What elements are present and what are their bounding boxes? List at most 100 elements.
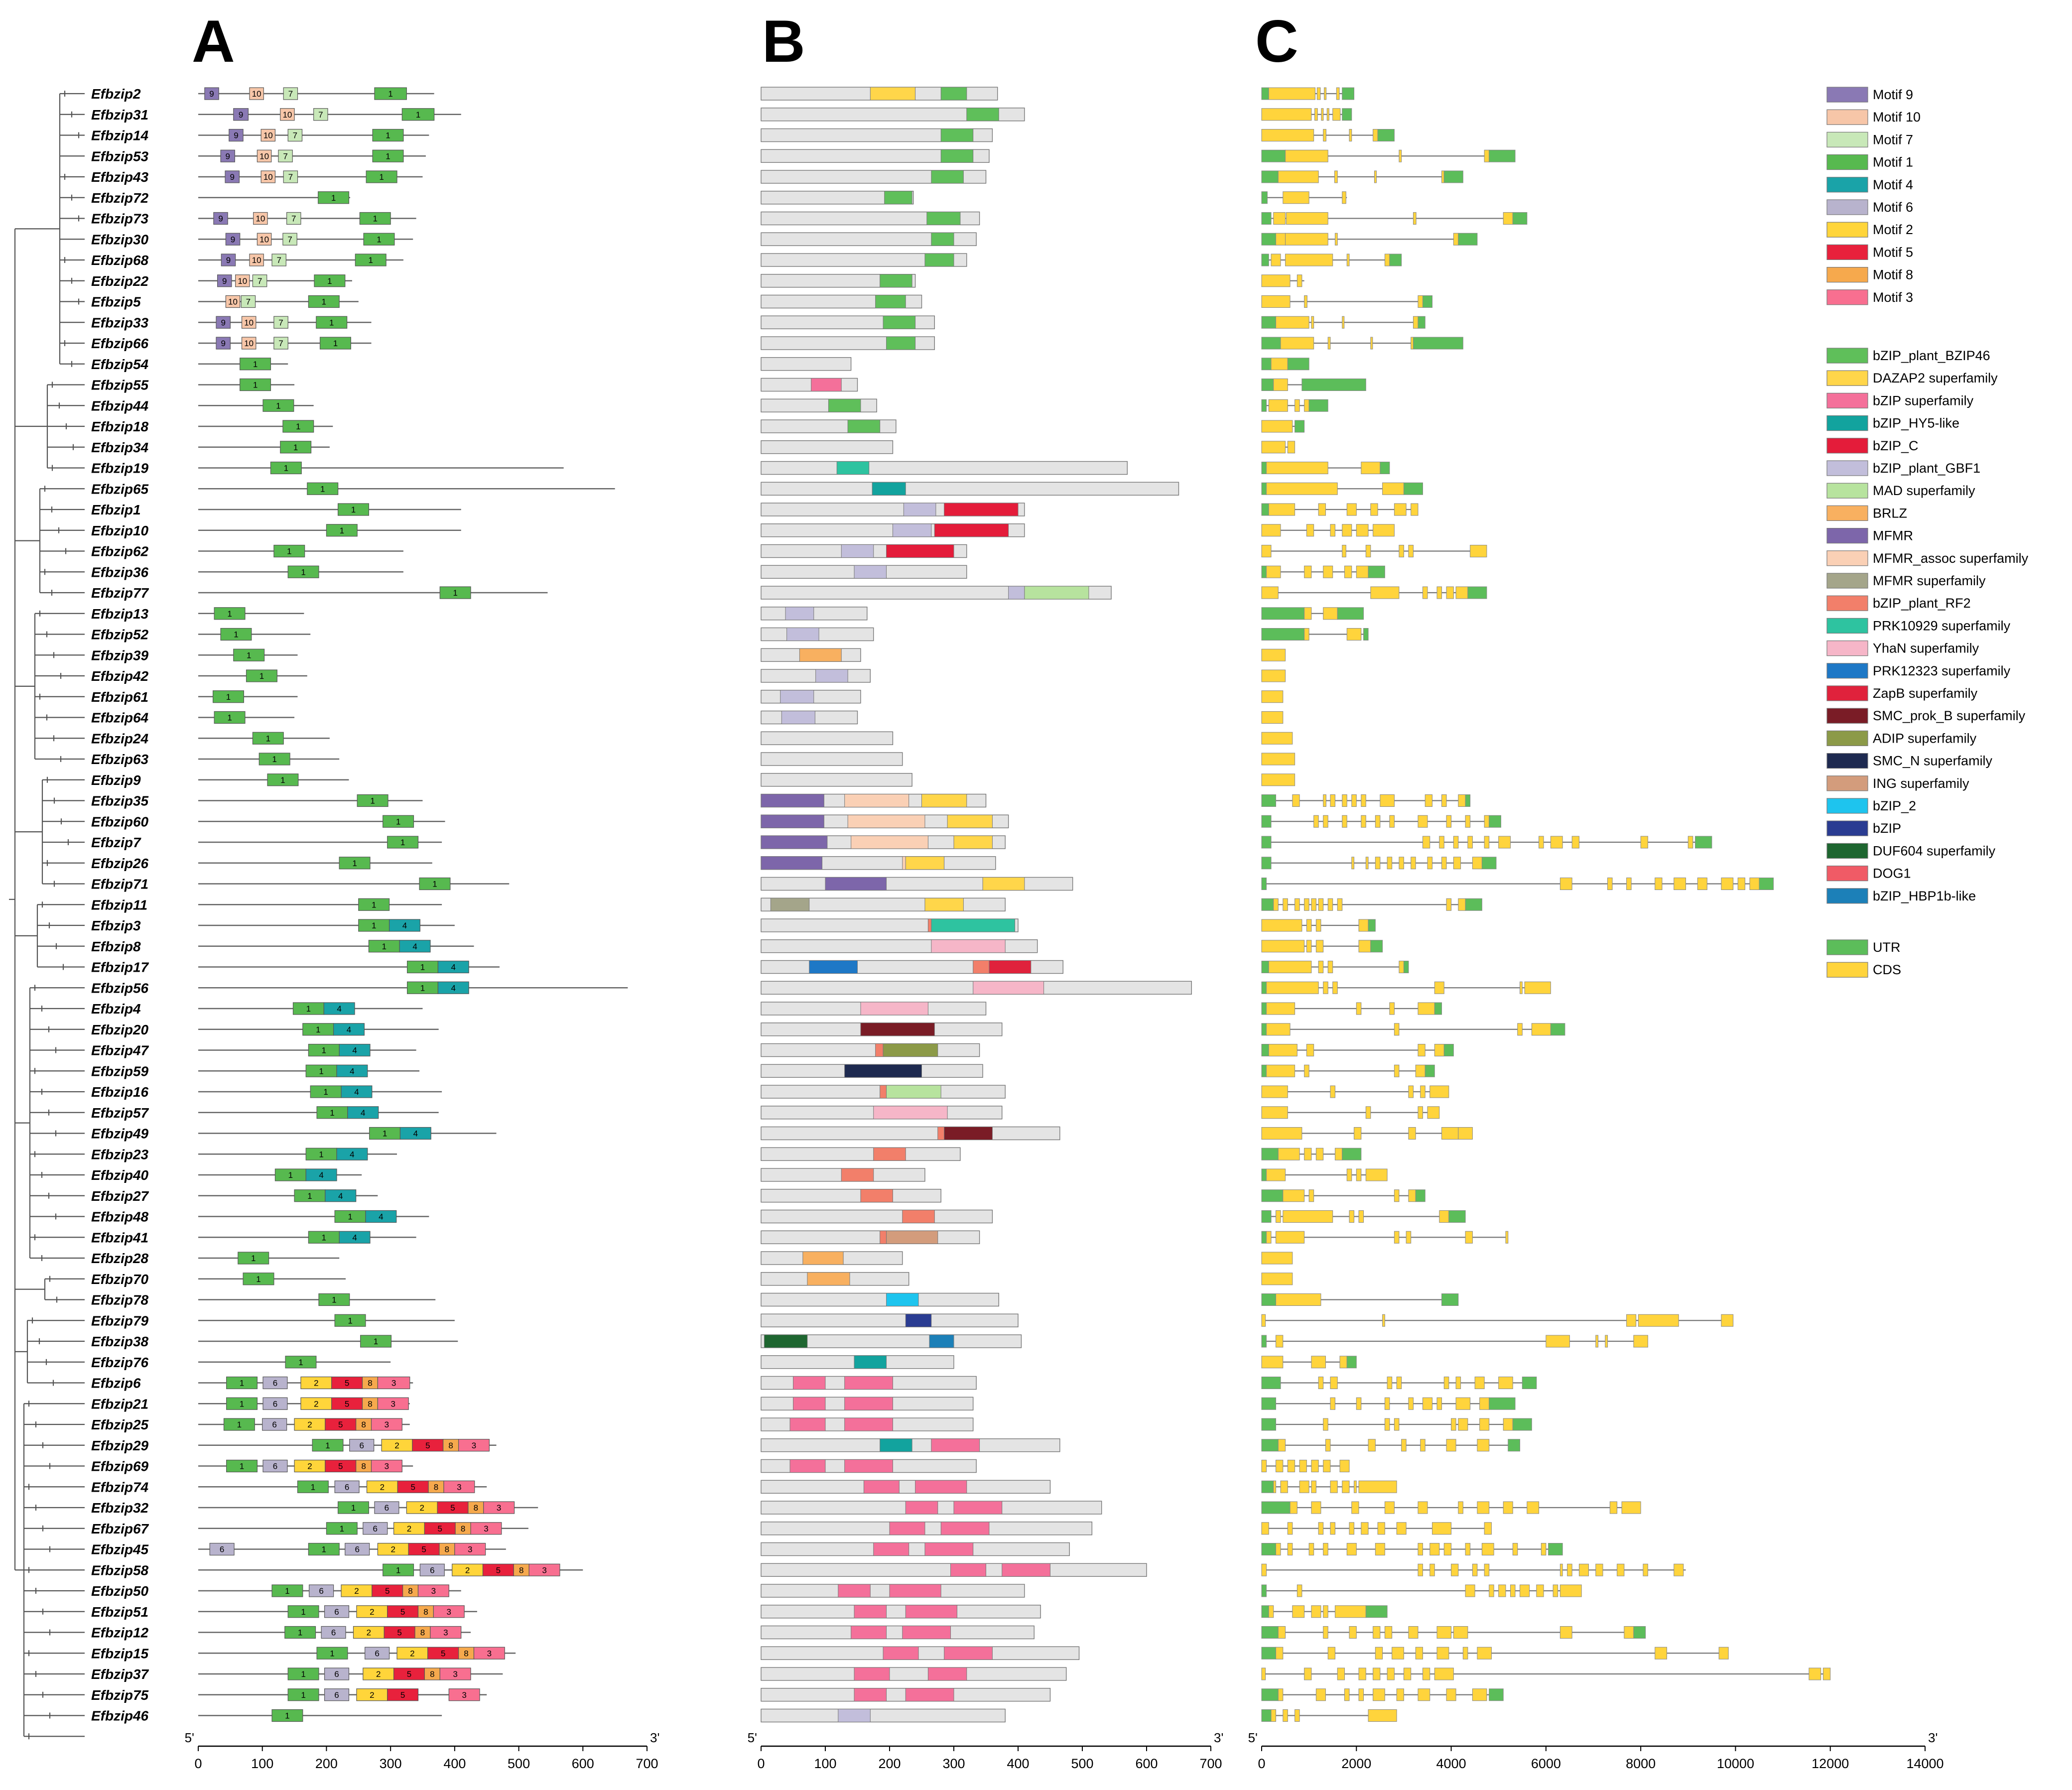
motif-number: 4 <box>354 1087 359 1097</box>
gene-label: Efbzip22 <box>91 273 149 289</box>
protein-bar <box>761 731 894 745</box>
gene-label: Efbzip67 <box>91 1521 149 1536</box>
legend-domain-item: MFMR <box>1826 527 1913 544</box>
cds-exon <box>1373 524 1395 537</box>
motif-number: 1 <box>316 1025 320 1034</box>
gene-label: Efbzip49 <box>91 1126 149 1142</box>
gene-row: Efbzip40 1 4 <box>91 1167 1388 1183</box>
utr-exon <box>1512 1418 1532 1431</box>
legend-label: PRK10929 superfamily <box>1873 618 2011 633</box>
cds-exon <box>1624 1626 1634 1639</box>
protein-domain <box>1008 586 1025 600</box>
motif-box <box>372 128 404 142</box>
protein-domain <box>802 1251 844 1265</box>
protein-domain <box>880 1438 912 1452</box>
utr-exon <box>1458 233 1478 246</box>
motif-number: 1 <box>301 1607 305 1617</box>
motif-number: 3 <box>542 1565 546 1575</box>
utr-exon <box>1512 212 1528 225</box>
cds-exon <box>1595 1563 1603 1576</box>
cds-exon <box>1481 1543 1494 1555</box>
motif-box <box>377 1542 409 1556</box>
motif-number: 8 <box>361 1462 366 1471</box>
legend-swatch <box>1826 640 1868 656</box>
motif-number: 9 <box>234 131 238 140</box>
cds-exon <box>1358 1210 1364 1223</box>
motif-number: 2 <box>391 1545 395 1554</box>
motif-number: 6 <box>334 1669 339 1679</box>
gene-label: Efbzip35 <box>91 793 149 809</box>
motif-number: 1 <box>420 983 425 993</box>
legend-label: Motif 1 <box>1873 155 1913 170</box>
cds-exon <box>1311 316 1314 329</box>
cds-exon <box>1655 1647 1667 1660</box>
motif-number: 4 <box>347 1025 351 1034</box>
legend-domain-item: bZIP_C <box>1826 438 1919 454</box>
cds-exon <box>1721 878 1734 890</box>
motif-number: 1 <box>377 235 381 244</box>
motif-number: 1 <box>331 193 336 203</box>
motif-number: 1 <box>373 214 378 224</box>
cds-exon <box>1308 1543 1314 1555</box>
motif-number: 2 <box>370 1607 374 1617</box>
gene-row: Efbzip13 1 <box>91 606 1364 622</box>
utr-exon <box>1261 1064 1267 1077</box>
cds-exon <box>1643 1563 1648 1576</box>
axis-tick-label: 200 <box>315 1756 338 1771</box>
axis-start-label: 5' <box>748 1730 757 1745</box>
cds-exon <box>1737 878 1745 890</box>
cds-exon <box>1268 399 1288 412</box>
gene-row: Efbzip36 1 <box>91 564 1385 580</box>
legend-label: Motif 6 <box>1873 200 1913 215</box>
motif-number: 10 <box>252 256 261 265</box>
motif-number: 1 <box>416 110 420 120</box>
utr-exon <box>1287 358 1309 371</box>
motif-box <box>324 1688 350 1701</box>
protein-domain <box>892 523 932 537</box>
legend-motif-item: Motif 3 <box>1826 289 1913 305</box>
cds-exon <box>1323 607 1338 620</box>
axis-tick-label: 500 <box>1071 1756 1093 1771</box>
cds-exon <box>1351 1501 1359 1514</box>
cds-exon <box>1687 836 1693 849</box>
motif-number: 9 <box>221 318 225 327</box>
legend-swatch <box>1826 348 1868 364</box>
gene-row: Efbzip56 1 4 <box>91 980 1551 996</box>
gene-row: Efbzip4 1 4 <box>91 1001 1442 1017</box>
gene-label: Efbzip12 <box>91 1625 149 1641</box>
cds-exon <box>1443 1377 1449 1389</box>
motif-number: 2 <box>314 1399 318 1408</box>
panel-letter-a: A <box>192 8 235 75</box>
legend-domain-item: ADIP superfamily <box>1826 730 1977 747</box>
utr-exon <box>1443 1044 1454 1056</box>
cds-exon <box>1477 1647 1492 1660</box>
gene-label: Efbzip21 <box>91 1396 148 1411</box>
motif-box <box>355 254 387 266</box>
motif-box <box>387 1688 419 1701</box>
legend-swatch <box>1826 843 1868 859</box>
motif-box <box>213 690 244 703</box>
cds-exon <box>1266 462 1328 474</box>
motif-box <box>221 254 236 266</box>
utr-exon <box>1261 482 1267 495</box>
utr-exon <box>1261 358 1272 371</box>
utr-exon <box>1370 940 1383 953</box>
motif-box <box>336 1064 368 1077</box>
gene-row: Efbzip79 1 <box>91 1313 1734 1328</box>
utr-exon <box>1389 254 1402 266</box>
motif-number: 3 <box>443 1628 448 1638</box>
motif-box <box>419 1563 445 1576</box>
motif-box <box>324 1667 350 1680</box>
gene-row: Efbzip47 1 4 <box>91 1043 1454 1058</box>
cds-exon <box>1261 919 1302 932</box>
motif-number: 7 <box>318 110 323 120</box>
gene-row: Efbzip68 9 10 7 1 <box>91 253 1402 268</box>
legend-swatch <box>1826 131 1868 147</box>
gene-label: Efbzip44 <box>91 398 149 413</box>
legend-label: UTR <box>1873 940 1901 955</box>
cds-exon <box>1553 1584 1558 1597</box>
utr-exon <box>1422 295 1433 308</box>
utr-exon <box>1261 1335 1267 1348</box>
motif-number: 1 <box>333 339 338 348</box>
motif-number: 4 <box>352 1046 357 1055</box>
